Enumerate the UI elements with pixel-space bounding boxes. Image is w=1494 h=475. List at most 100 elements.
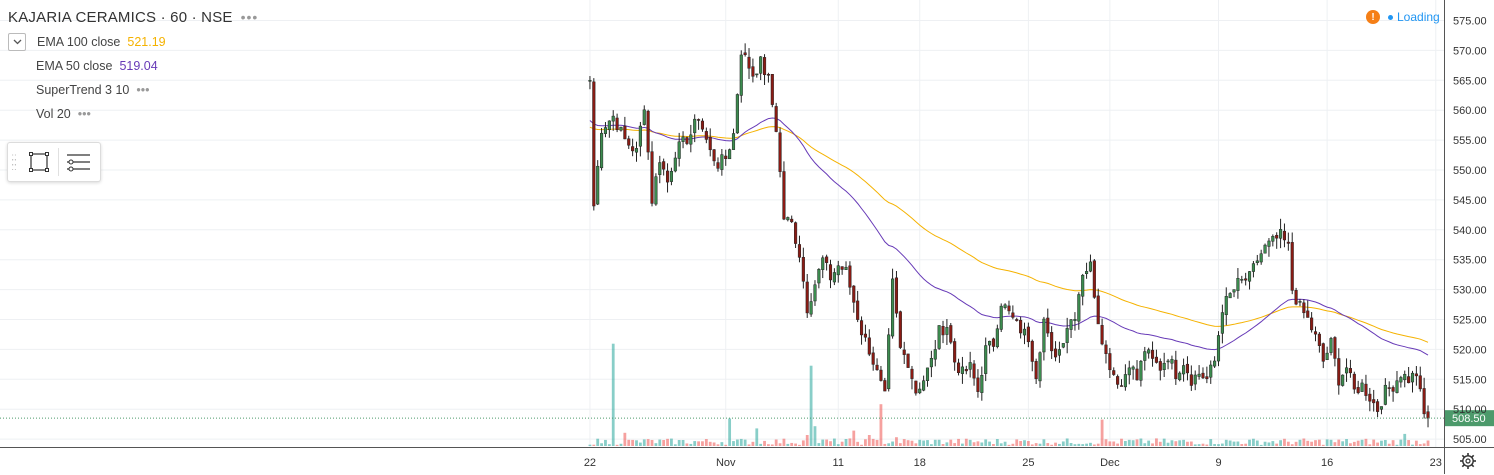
candle-body bbox=[1119, 385, 1124, 387]
drag-handle-icon[interactable]: :::::: bbox=[11, 151, 17, 173]
volume-bar bbox=[701, 441, 704, 446]
candle-body bbox=[1205, 376, 1209, 380]
horizontal-lines-icon bbox=[67, 154, 90, 172]
x-tick-label: 22 bbox=[584, 457, 596, 469]
volume-bar bbox=[949, 439, 953, 446]
candle-body bbox=[1263, 244, 1267, 254]
rectangle-tool-button[interactable] bbox=[20, 144, 58, 180]
volume-bar bbox=[1426, 440, 1430, 446]
candle-body bbox=[1337, 358, 1341, 386]
candle-body bbox=[1290, 242, 1294, 291]
volume-bar bbox=[1283, 438, 1286, 446]
candle-body bbox=[1341, 374, 1345, 386]
candle-body bbox=[646, 110, 650, 153]
candle-body bbox=[949, 325, 953, 343]
study-ema50[interactable]: EMA 50 close 519.04 bbox=[8, 54, 258, 78]
candle-body bbox=[1135, 368, 1139, 381]
volume-bar bbox=[1061, 441, 1065, 446]
y-tick-label: 560.00 bbox=[1453, 105, 1487, 117]
candle-body bbox=[813, 284, 817, 302]
candle-body bbox=[739, 54, 743, 96]
volume-bar bbox=[995, 439, 999, 446]
volume-bar bbox=[1380, 440, 1383, 446]
chart-legend: KAJARIA CERAMICS · 60 · NSE ••• EMA 100 … bbox=[8, 4, 258, 126]
volume-bar bbox=[829, 441, 832, 446]
volume-bar bbox=[767, 444, 770, 446]
y-tick-label: 555.00 bbox=[1453, 135, 1487, 147]
volume-bar bbox=[681, 439, 685, 446]
candle-body bbox=[1383, 384, 1387, 405]
volume-bar bbox=[1046, 443, 1050, 446]
candle-body bbox=[611, 115, 615, 122]
candle-body bbox=[1185, 363, 1190, 374]
candle-body bbox=[634, 148, 639, 153]
volume-bar bbox=[914, 443, 918, 446]
volume-bar bbox=[611, 343, 615, 446]
study-ema100[interactable]: EMA 100 close 521.19 bbox=[8, 30, 258, 54]
symbol-more-icon[interactable]: ••• bbox=[240, 9, 259, 25]
x-tick-label: 9 bbox=[1215, 457, 1221, 469]
candle-body bbox=[704, 131, 708, 140]
volume-bar bbox=[968, 439, 972, 446]
volume-bar bbox=[1081, 444, 1085, 446]
candle-body bbox=[956, 362, 961, 373]
candle-body bbox=[1333, 337, 1337, 359]
volume-bar bbox=[1325, 439, 1329, 446]
volume-bar bbox=[650, 439, 654, 446]
volume-bar bbox=[1294, 441, 1298, 446]
study-more-icon[interactable]: ••• bbox=[77, 107, 91, 121]
study-supertrend[interactable]: SuperTrend 3 10 ••• bbox=[8, 78, 258, 102]
volume-bar bbox=[658, 439, 662, 446]
volume-bar bbox=[980, 442, 984, 446]
volume-bar bbox=[1376, 442, 1379, 446]
volume-bar bbox=[763, 440, 766, 446]
chevron-down-icon[interactable] bbox=[8, 33, 26, 51]
lines-tool-button[interactable] bbox=[59, 144, 97, 180]
candle-body bbox=[1189, 374, 1193, 386]
volume-bar bbox=[1170, 440, 1174, 446]
candle-body bbox=[716, 162, 720, 169]
candle-body bbox=[953, 341, 957, 363]
candle-body bbox=[894, 277, 899, 314]
candle-body bbox=[1240, 279, 1244, 281]
volume-bar bbox=[1337, 439, 1341, 446]
volume-bars bbox=[588, 343, 1430, 446]
volume-bar bbox=[1050, 444, 1054, 446]
candle-body bbox=[1061, 343, 1065, 348]
study-value: 519.04 bbox=[119, 59, 158, 73]
volume-bar bbox=[739, 438, 743, 446]
warning-icon[interactable]: ! bbox=[1366, 10, 1380, 24]
ema-100-path bbox=[589, 126, 1429, 343]
candle-body bbox=[1154, 356, 1158, 363]
candle-body bbox=[1050, 332, 1054, 352]
gear-icon[interactable] bbox=[1459, 452, 1477, 470]
volume-bar bbox=[840, 441, 844, 446]
candle-body bbox=[801, 257, 805, 282]
volume-bar bbox=[631, 439, 635, 446]
candle-body bbox=[665, 170, 670, 183]
candle-body bbox=[1399, 377, 1403, 383]
volume-bar bbox=[809, 365, 813, 446]
volume-bar bbox=[1360, 439, 1364, 446]
volume-bar bbox=[1290, 444, 1294, 446]
volume-bar bbox=[1092, 444, 1096, 446]
x-tick-label: 16 bbox=[1321, 457, 1333, 469]
volume-bar bbox=[1321, 444, 1325, 446]
x-tick-label: 25 bbox=[1022, 457, 1034, 469]
candle-body bbox=[937, 325, 941, 349]
candle-body bbox=[1046, 317, 1050, 334]
candle-body bbox=[817, 269, 821, 284]
study-volume[interactable]: Vol 20 ••• bbox=[8, 102, 258, 126]
candle-body bbox=[697, 119, 701, 121]
volume-bar bbox=[1228, 440, 1232, 446]
candle-body bbox=[1150, 349, 1155, 359]
symbol-title[interactable]: KAJARIA CERAMICS · 60 · NSE bbox=[8, 8, 233, 26]
study-more-icon[interactable]: ••• bbox=[136, 83, 150, 97]
volume-bar bbox=[1158, 441, 1162, 446]
candle-body bbox=[914, 380, 918, 394]
candle-body bbox=[1282, 230, 1287, 241]
candle-body bbox=[1053, 348, 1058, 358]
volume-bar bbox=[596, 438, 600, 446]
candle-body bbox=[1310, 317, 1314, 331]
